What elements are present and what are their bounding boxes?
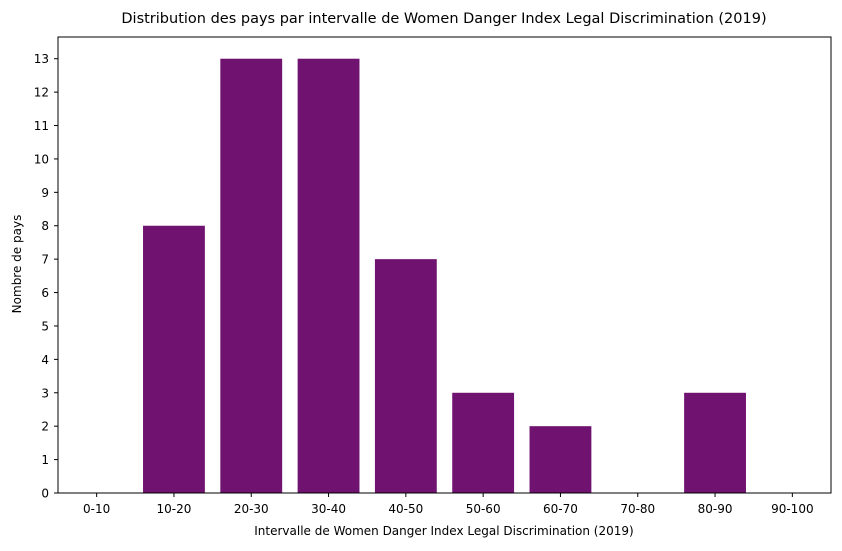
y-tick-label-8: 8 bbox=[41, 219, 49, 233]
bar-30-40 bbox=[297, 58, 360, 493]
y-axis-label: Nombre de pays bbox=[10, 215, 24, 314]
y-tick-label-12: 12 bbox=[34, 86, 49, 100]
y-tick-label-3: 3 bbox=[41, 386, 49, 400]
x-tick-label-90-100: 90-100 bbox=[771, 502, 814, 516]
x-tick-label-50-60: 50-60 bbox=[466, 502, 501, 516]
x-tick-label-60-70: 60-70 bbox=[543, 502, 578, 516]
x-tick-label-80-90: 80-90 bbox=[698, 502, 733, 516]
bar-40-50 bbox=[374, 259, 437, 493]
y-tick-label-13: 13 bbox=[34, 52, 49, 66]
y-tick-label-0: 0 bbox=[41, 487, 49, 501]
y-tick-label-6: 6 bbox=[41, 286, 49, 300]
x-axis-label: Intervalle de Women Danger Index Legal D… bbox=[254, 524, 633, 538]
x-tick-label-30-40: 30-40 bbox=[311, 502, 346, 516]
y-tick-label-2: 2 bbox=[41, 420, 49, 434]
chart-title: Distribution des pays par intervalle de … bbox=[121, 11, 766, 27]
x-tick-label-10-20: 10-20 bbox=[157, 502, 192, 516]
x-tick-label-20-30: 20-30 bbox=[234, 502, 269, 516]
y-tick-label-5: 5 bbox=[41, 319, 49, 333]
bar-80-90 bbox=[684, 392, 746, 493]
x-tick-label-70-80: 70-80 bbox=[620, 502, 655, 516]
plot-area: 0-10 10-20 20-30 30-40 40-50 50-60 60-70 70-80 8… bbox=[34, 36, 832, 516]
y-tick-label-10: 10 bbox=[34, 152, 49, 166]
bar-50-60 bbox=[452, 392, 515, 493]
x-tick-label-40-50: 40-50 bbox=[388, 502, 423, 516]
y-tick-label-1: 1 bbox=[41, 453, 49, 467]
plot-frame bbox=[57, 36, 832, 494]
y-tick-label-7: 7 bbox=[41, 253, 49, 267]
y-tick-label-11: 11 bbox=[34, 119, 49, 133]
bar-10-20 bbox=[143, 225, 205, 493]
bar-20-30 bbox=[220, 58, 283, 493]
x-tick-label-0-10: 0-10 bbox=[83, 502, 110, 516]
bar-60-70 bbox=[529, 426, 592, 493]
y-tick-label-9: 9 bbox=[41, 186, 49, 200]
y-tick-label-4: 4 bbox=[41, 353, 49, 367]
